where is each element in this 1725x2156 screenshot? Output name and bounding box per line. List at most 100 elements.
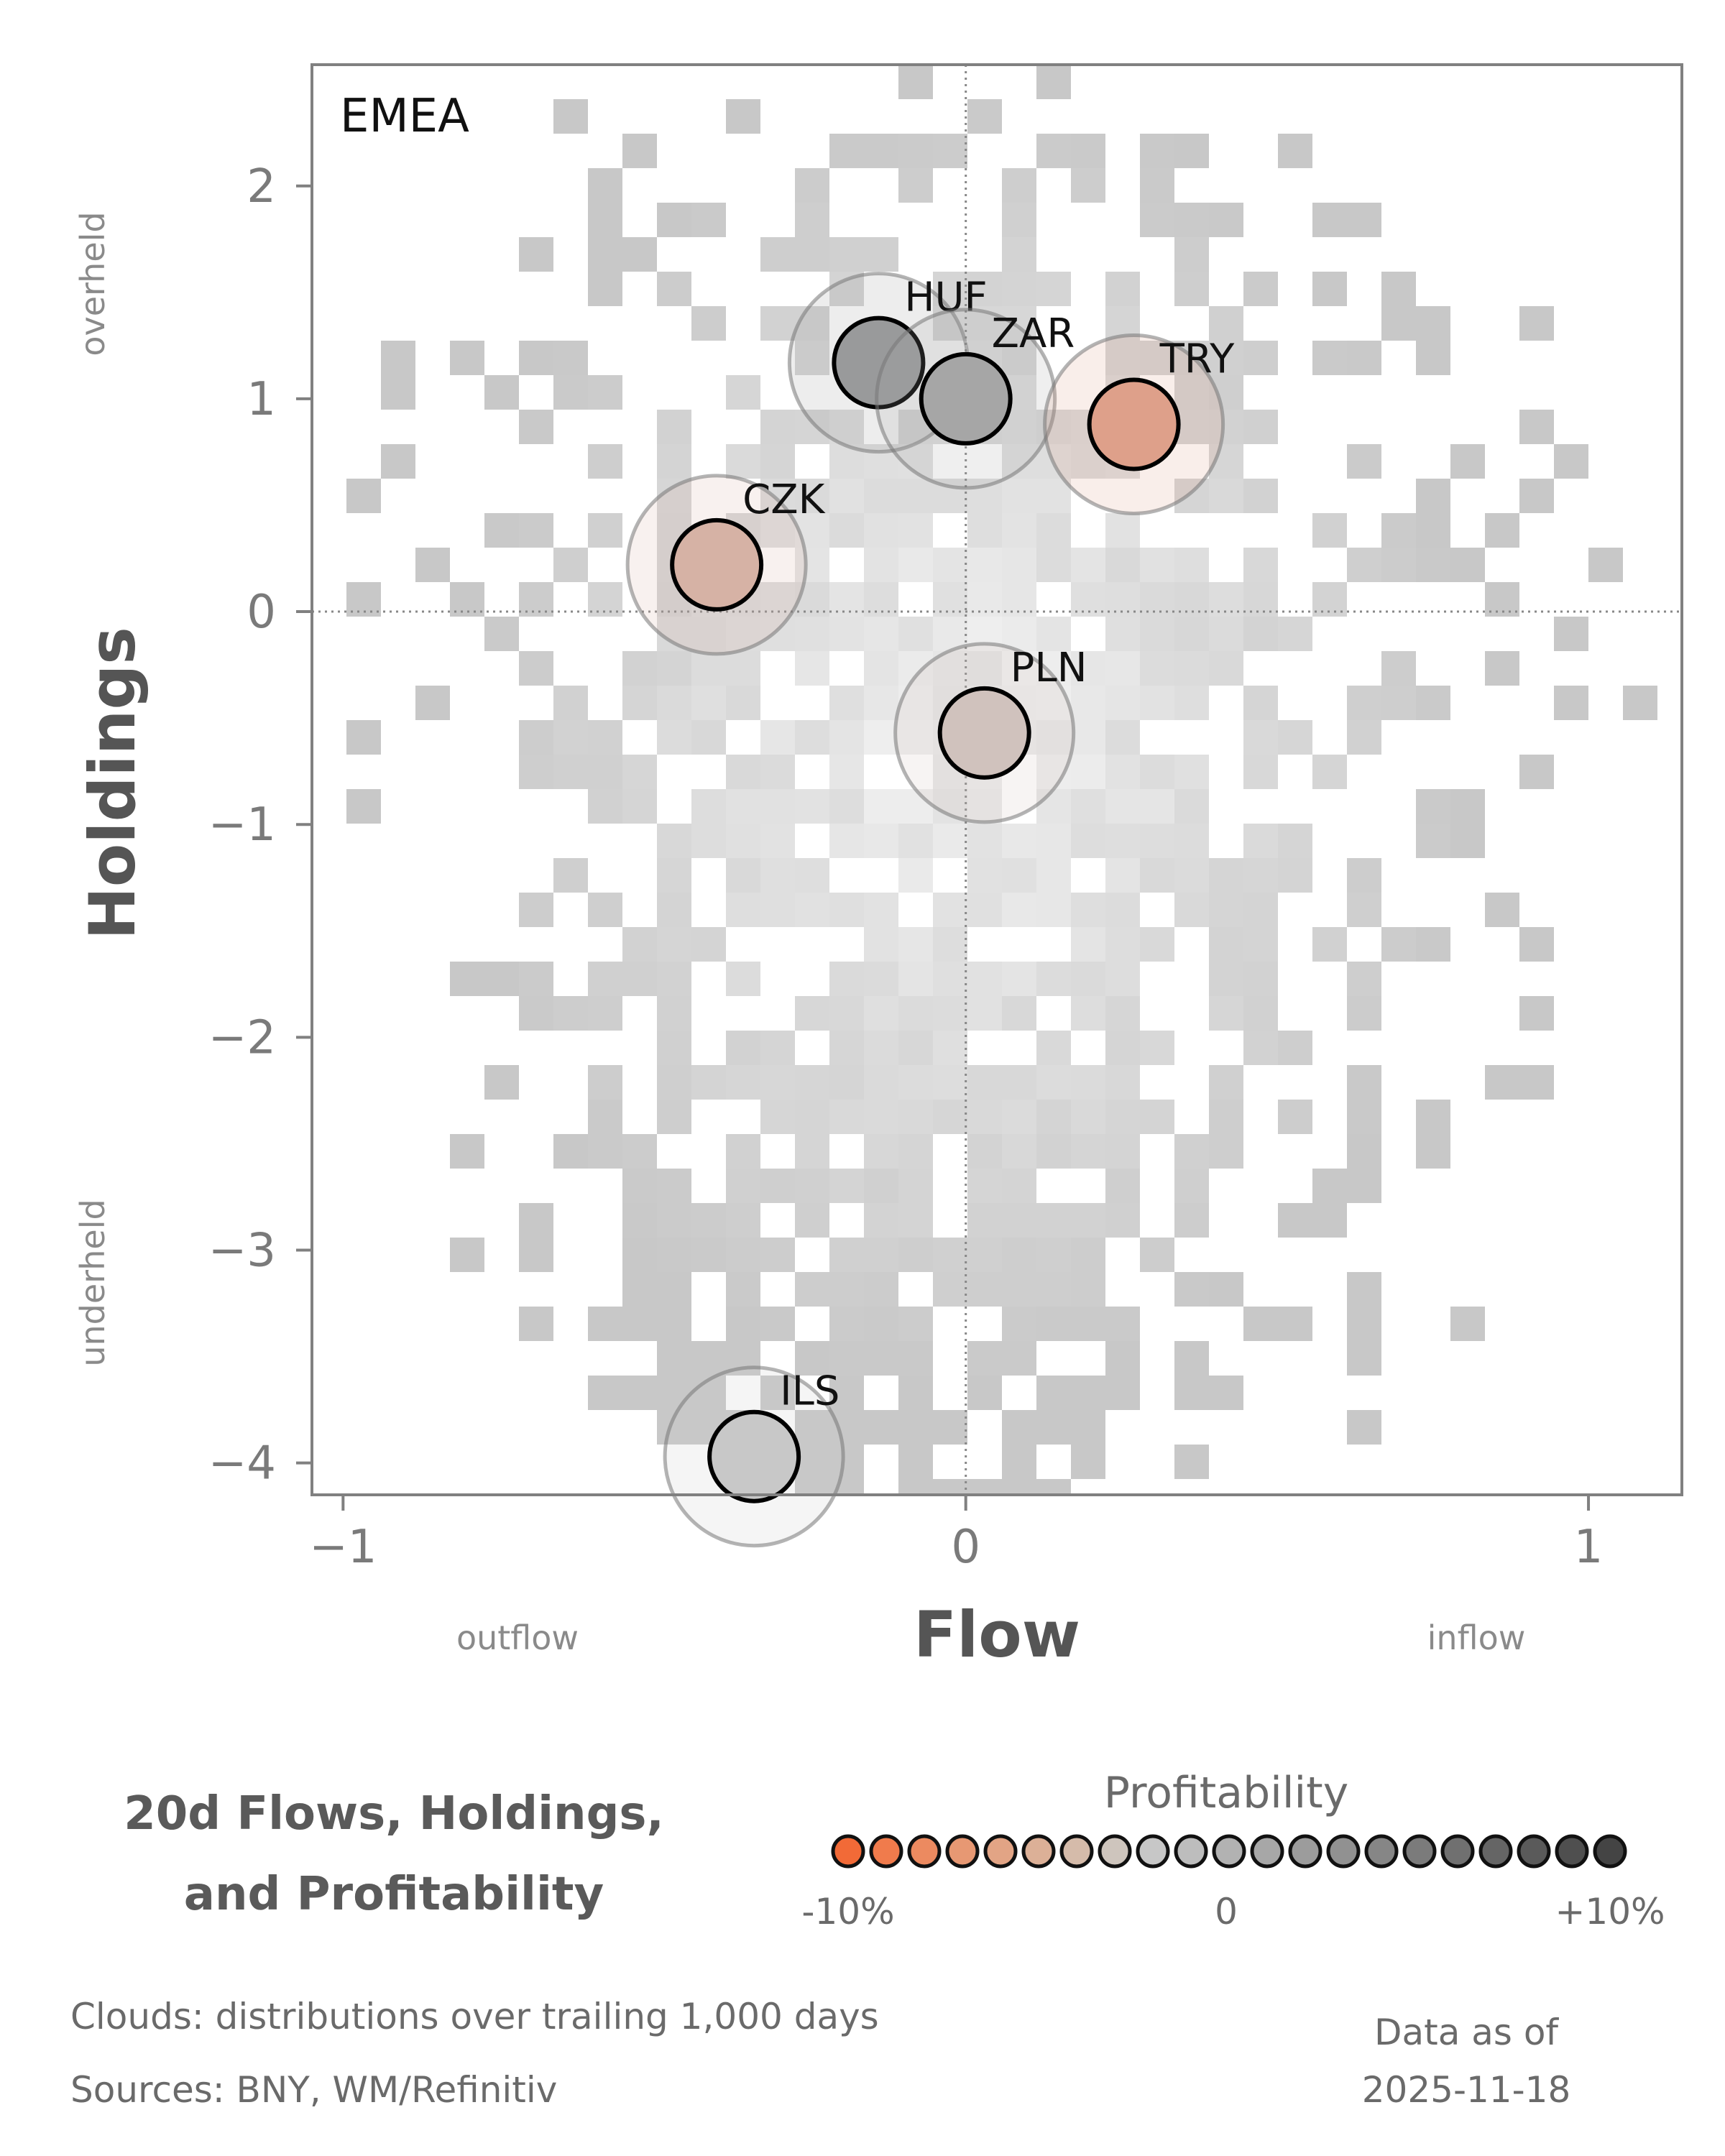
density-cell — [1140, 341, 1174, 375]
density-cell — [898, 1445, 933, 1479]
bubble-label: ZAR — [992, 310, 1075, 357]
density-cell — [829, 1065, 864, 1100]
density-cell — [1140, 858, 1174, 893]
density-cell — [1071, 651, 1105, 686]
density-cell — [622, 686, 657, 720]
density-cell — [795, 479, 829, 513]
density-cell — [795, 341, 829, 375]
density-cell — [1381, 686, 1416, 720]
density-cell — [1416, 927, 1450, 962]
density-cell — [1347, 341, 1381, 375]
density-cell — [933, 548, 967, 582]
density-cell — [795, 789, 829, 824]
density-cell — [1209, 1272, 1243, 1307]
density-cell — [1071, 1203, 1105, 1238]
density-cell — [1243, 996, 1278, 1031]
density-cell — [1347, 1307, 1381, 1341]
density-cell — [484, 962, 519, 996]
density-cell — [1071, 893, 1105, 927]
density-cell — [1243, 962, 1278, 996]
density-cell — [1140, 789, 1174, 824]
density-cell — [1347, 1134, 1381, 1169]
density-cell — [829, 1376, 864, 1410]
density-cell — [760, 479, 795, 513]
footer-title-line1: 20d Flows, Holdings, — [124, 1787, 664, 1841]
density-cell — [898, 927, 933, 962]
density-cell — [1347, 1272, 1381, 1307]
density-cell — [519, 893, 553, 927]
density-cell — [967, 893, 1002, 927]
density-cell — [1036, 65, 1071, 99]
density-cell — [553, 375, 588, 410]
density-cell — [1209, 893, 1243, 927]
density-cell — [1036, 1203, 1071, 1238]
density-cell — [795, 1479, 829, 1495]
density-cell — [484, 375, 519, 410]
density-cell — [1312, 927, 1347, 962]
density-cell — [898, 1479, 933, 1495]
density-cell — [967, 272, 1002, 306]
density-cell — [622, 1238, 657, 1272]
bubble-czk: CZK — [625, 474, 826, 656]
density-cell — [657, 1238, 691, 1272]
density-cell — [726, 789, 760, 824]
density-cell — [1002, 341, 1036, 375]
density-cell — [1312, 1169, 1347, 1203]
density-cell — [1105, 858, 1140, 893]
density-cell — [657, 1376, 691, 1410]
density-cell — [588, 1100, 622, 1134]
density-cell — [1174, 1272, 1209, 1307]
density-cell — [588, 789, 622, 824]
density-cell — [588, 962, 622, 996]
density-cell — [829, 134, 864, 168]
density-cell — [622, 927, 657, 962]
density-cell — [519, 1203, 553, 1238]
density-cell — [1174, 272, 1209, 306]
density-cell — [1002, 1238, 1036, 1272]
density-cell — [1036, 617, 1071, 651]
as-of-line2: 2025-11-18 — [1362, 2069, 1571, 2111]
density-cell — [519, 582, 553, 617]
density-cell — [553, 341, 588, 375]
density-cell — [795, 410, 829, 444]
density-cell — [1588, 548, 1623, 582]
density-cell — [760, 789, 795, 824]
density-cell — [967, 1238, 1002, 1272]
density-cell — [760, 1031, 795, 1065]
density-cell — [657, 686, 691, 720]
density-cell — [864, 962, 898, 996]
density-cell — [829, 1307, 864, 1341]
density-cell — [795, 858, 829, 893]
legend-swatch — [1440, 1834, 1475, 1869]
density-cell — [864, 720, 898, 755]
density-cell — [519, 1238, 553, 1272]
density-cell — [1140, 1238, 1174, 1272]
density-cell — [622, 134, 657, 168]
density-cell — [1174, 789, 1209, 824]
density-cell — [1071, 134, 1105, 168]
density-cell — [1347, 444, 1381, 479]
density-cell — [1071, 1445, 1105, 1479]
density-cell — [829, 1341, 864, 1376]
density-cell — [898, 720, 933, 755]
density-cell — [1105, 1376, 1140, 1410]
density-cell — [1174, 548, 1209, 582]
bubble-label: PLN — [1011, 645, 1087, 691]
density-cell — [1002, 962, 1036, 996]
density-cell — [795, 720, 829, 755]
plot-frame — [310, 63, 1683, 1496]
density-cell — [588, 996, 622, 1031]
legend-swatch — [1288, 1834, 1322, 1869]
y-tick-label: −1 — [208, 798, 276, 852]
density-cell — [864, 686, 898, 720]
density-cell — [933, 1065, 967, 1100]
density-cell — [1036, 1134, 1071, 1169]
legend-min-label: -10% — [801, 1891, 894, 1932]
density-cell — [898, 858, 933, 893]
density-cell — [1071, 962, 1105, 996]
density-cell — [795, 1445, 829, 1479]
legend-swatch — [1098, 1834, 1132, 1869]
density-cell — [898, 1031, 933, 1065]
density-cell — [1174, 1169, 1209, 1203]
